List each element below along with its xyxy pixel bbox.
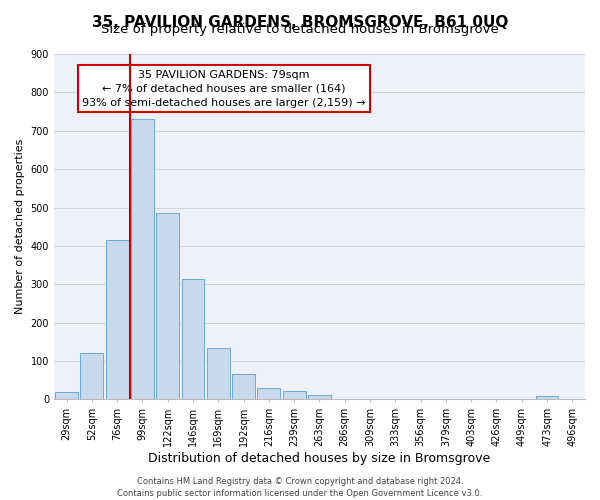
Bar <box>207 348 230 400</box>
Bar <box>182 278 205 400</box>
Bar <box>308 395 331 400</box>
Bar <box>80 354 103 400</box>
X-axis label: Distribution of detached houses by size in Bromsgrove: Distribution of detached houses by size … <box>148 452 491 465</box>
Text: Size of property relative to detached houses in Bromsgrove: Size of property relative to detached ho… <box>101 22 499 36</box>
Y-axis label: Number of detached properties: Number of detached properties <box>15 139 25 314</box>
Text: 35 PAVILION GARDENS: 79sqm
← 7% of detached houses are smaller (164)
93% of semi: 35 PAVILION GARDENS: 79sqm ← 7% of detac… <box>82 70 365 108</box>
Bar <box>55 392 78 400</box>
Bar <box>536 396 559 400</box>
Bar <box>106 240 128 400</box>
Bar <box>283 391 305 400</box>
Text: Contains HM Land Registry data © Crown copyright and database right 2024.
Contai: Contains HM Land Registry data © Crown c… <box>118 476 482 498</box>
Text: 35, PAVILION GARDENS, BROMSGROVE, B61 0UQ: 35, PAVILION GARDENS, BROMSGROVE, B61 0U… <box>92 15 508 30</box>
Bar <box>232 374 255 400</box>
Bar <box>157 214 179 400</box>
Bar <box>131 119 154 400</box>
Bar <box>257 388 280 400</box>
